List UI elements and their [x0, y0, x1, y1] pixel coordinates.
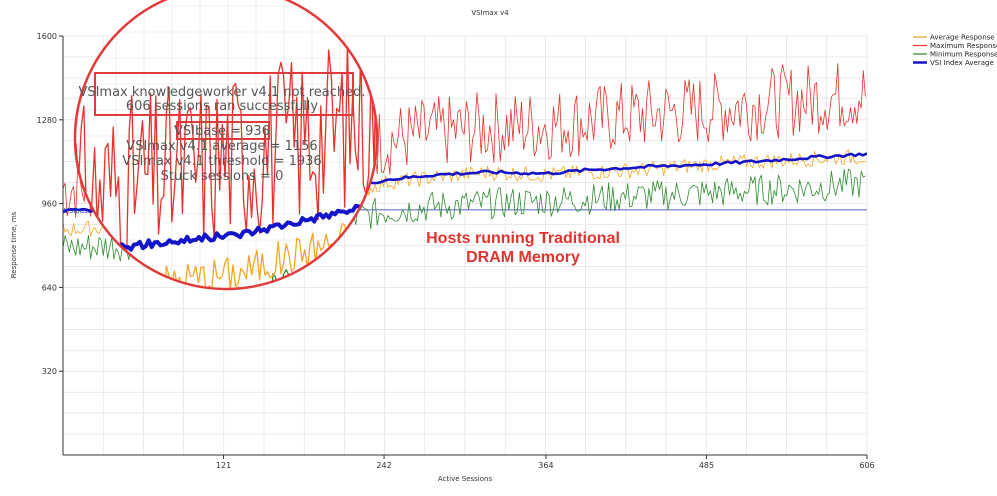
legend-label: Maximum Response — [930, 42, 997, 50]
annotation-vsimax-average: VSImax v4.1 average = 1156 — [126, 139, 317, 154]
overlay-text-line1: Hosts running Traditional — [426, 230, 620, 247]
y-tick-label: 1600 — [37, 32, 57, 41]
annotation-stuck-sessions: Stuck sessions = 0 — [161, 169, 284, 184]
x-axis-label: Active Sessions — [438, 475, 493, 483]
annotation-sessions: 606 sessions ran successfully — [126, 99, 319, 114]
not-reached-highlight-box — [94, 72, 354, 116]
y-axis-label: Response time, ms — [10, 211, 18, 278]
zoom-series-vsi-index-average — [75, 110, 377, 257]
axes — [62, 36, 867, 456]
annotation-vsibase: VSIbase = 936 — [174, 124, 270, 139]
x-tick-label: 121 — [216, 461, 231, 470]
overlay-text-line2: DRAM Memory — [466, 249, 580, 266]
zoom-series-maximum-response — [75, 0, 377, 279]
legend-label: Average Response — [930, 34, 995, 42]
x-tick-label: 242 — [376, 461, 391, 470]
y-tick-label: 320 — [42, 367, 57, 376]
y-tick-label: 1280 — [37, 116, 57, 125]
x-tick-label: 364 — [538, 461, 553, 470]
y-tick-label: 640 — [42, 283, 57, 292]
zoom-series-average-response — [75, 101, 377, 289]
x-tick-label: 606 — [859, 461, 874, 470]
zoom-circle-border — [73, 0, 379, 291]
legend-label: VSI Index Average — [930, 59, 994, 67]
x-tick-label: 485 — [699, 461, 714, 470]
vsibase-highlight-box — [176, 121, 270, 140]
chart-title: VSImax v4 — [471, 9, 509, 17]
annotation-not-reached: VSImax knowledgeworker v4.1 not reached. — [78, 85, 365, 100]
legend-label: Minimum Response — [930, 51, 997, 59]
x-tick-labels: 121 242 364 485 606 — [216, 455, 875, 470]
annotation-vsimax-threshold: VSImax v4.1 threshold = 1936 — [122, 154, 321, 169]
y-tick-label: 960 — [42, 200, 57, 209]
y-tick-labels: 320 640 960 1280 1600 — [37, 32, 63, 376]
